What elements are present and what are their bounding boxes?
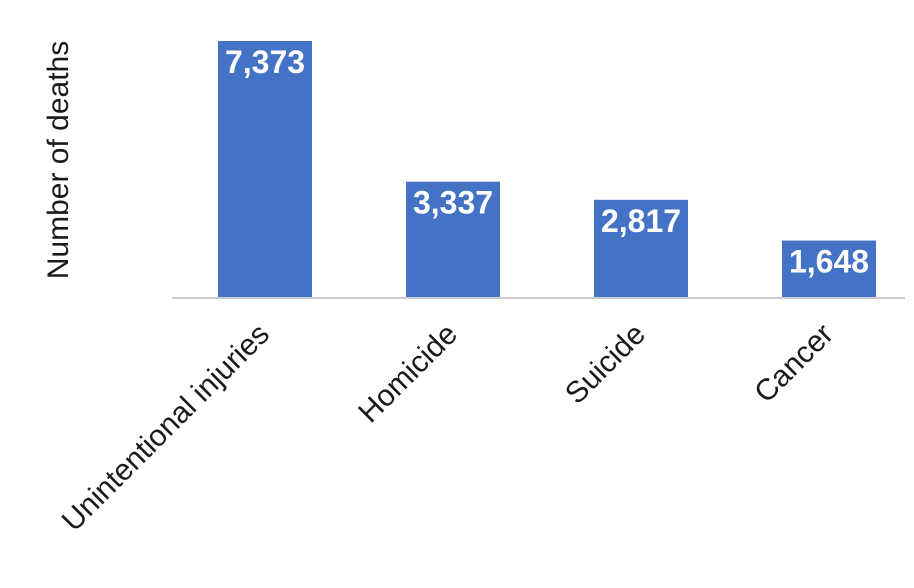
bar-cancer	[782, 240, 876, 298]
value-label-homicide: 3,337	[413, 185, 493, 221]
bar-homicide	[406, 181, 500, 298]
category-label-suicide: Suicide	[559, 318, 652, 411]
value-label-suicide: 2,817	[601, 203, 681, 239]
category-label-unintentional-injuries: Unintentional injuries	[56, 318, 276, 538]
bar-suicide	[594, 199, 688, 298]
y-axis-label: Number of deaths	[42, 41, 75, 279]
value-label-cancer: 1,648	[789, 244, 869, 280]
bars-group	[218, 41, 876, 298]
category-labels-group: Unintentional injuries Homicide Suicide Can…	[56, 318, 840, 538]
bar-unintentional-injuries	[218, 41, 312, 298]
category-label-cancer: Cancer	[748, 318, 840, 410]
category-label-homicide: Homicide	[352, 318, 464, 430]
value-label-unintentional-injuries: 7,373	[225, 44, 305, 80]
value-labels-group: 7,373 3,337 2,817 1,648	[225, 44, 869, 280]
